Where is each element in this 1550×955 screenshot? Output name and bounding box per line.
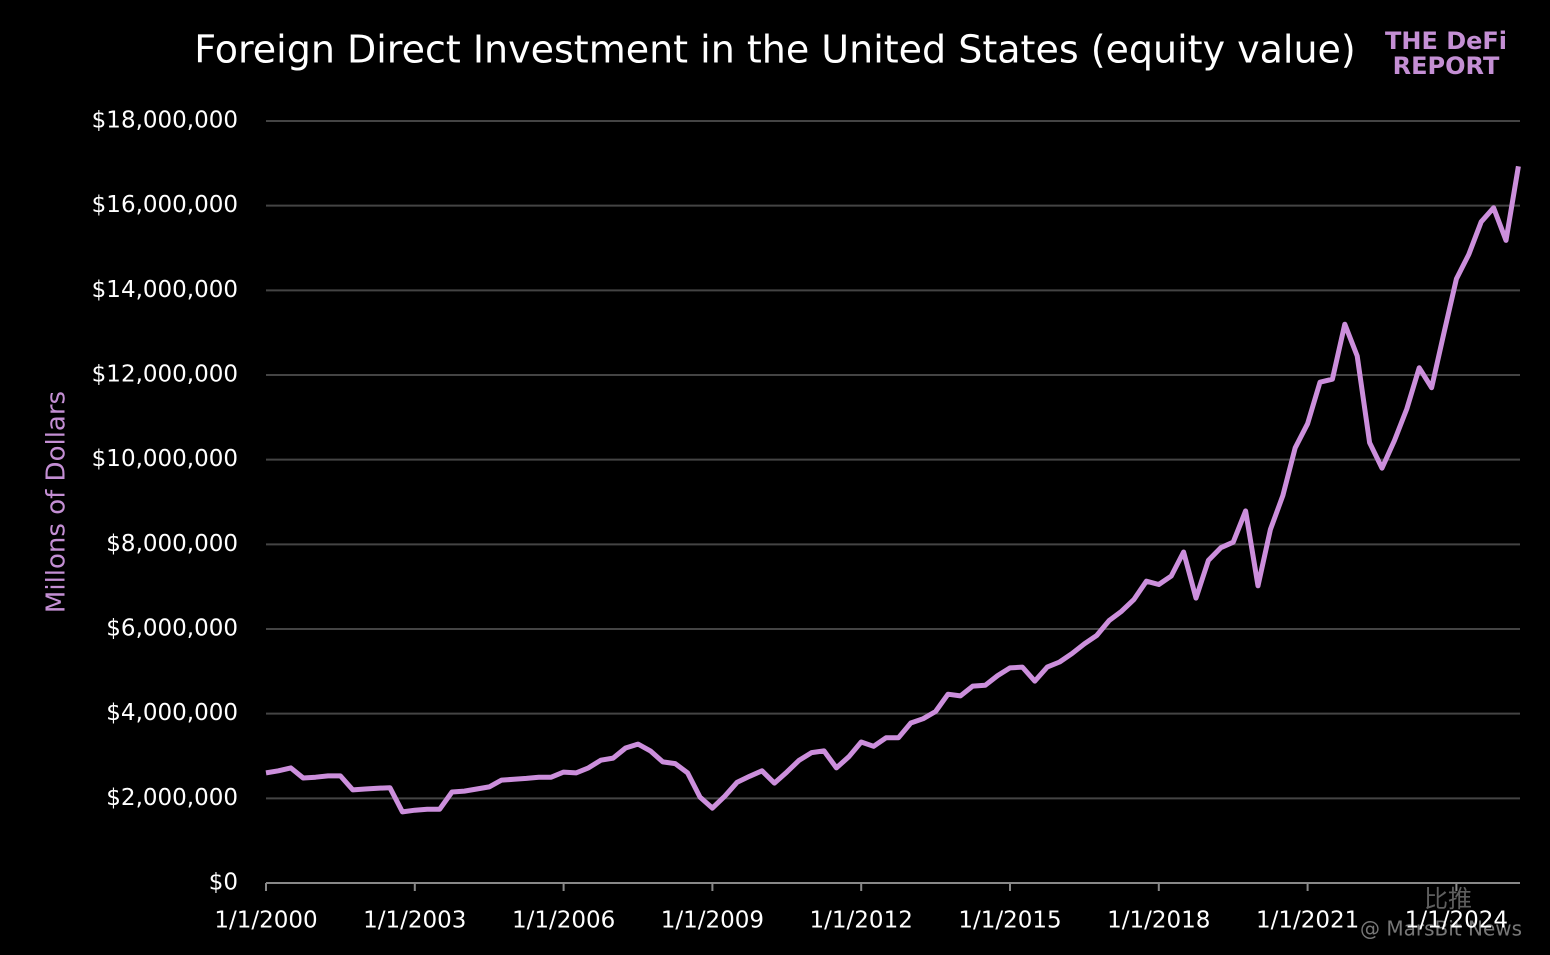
y-axis-label: Millons of Dollars (42, 391, 72, 613)
x-tick-label: 1/1/2015 (958, 908, 1061, 934)
x-tick-label: 1/1/2021 (1256, 908, 1359, 934)
x-tick-label: 1/1/2009 (661, 908, 764, 934)
y-tick-label: $4,000,000 (106, 700, 238, 726)
y-tick-label: $12,000,000 (92, 362, 238, 388)
y-tick-label: $8,000,000 (106, 531, 238, 557)
x-tick-label: 1/1/2018 (1107, 908, 1210, 934)
y-tick-label: $2,000,000 (106, 785, 238, 811)
x-tick-label: 1/1/2012 (810, 908, 913, 934)
data-line (265, 165, 1521, 815)
watermark-text: @ MarsBit News (1360, 917, 1522, 941)
y-tick-label: $10,000,000 (92, 446, 238, 472)
logo-line1: THE DeFi (1385, 27, 1507, 55)
y-tick-label: $18,000,000 (92, 108, 238, 134)
chart-title: Foreign Direct Investment in the United … (194, 28, 1356, 72)
y-tick-label: $16,000,000 (92, 192, 238, 218)
x-tick-label: 1/1/2024 (1405, 908, 1508, 934)
x-tick-label: 1/1/2003 (363, 908, 466, 934)
watermark-brand: 比推 (1424, 885, 1472, 913)
x-tick-label: 1/1/2006 (512, 908, 615, 934)
y-tick-label: $6,000,000 (106, 616, 238, 642)
x-tick-label: 1/1/2000 (214, 908, 317, 934)
y-tick-label: $0 (209, 870, 238, 896)
y-tick-label: $14,000,000 (92, 277, 238, 303)
logo-line2: REPORT (1393, 52, 1500, 80)
